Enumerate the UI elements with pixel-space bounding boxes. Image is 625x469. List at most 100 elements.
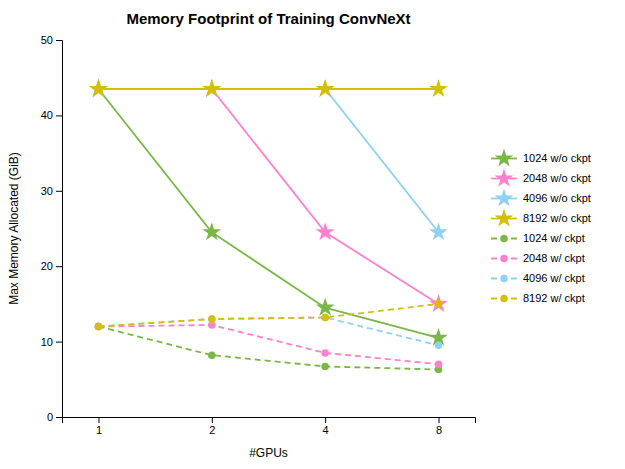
series-line [98,304,438,327]
legend-marker [500,295,508,303]
point [95,323,103,331]
axis-line [56,41,63,418]
legend-label: 1024 w/ ckpt [523,232,585,244]
point [202,79,221,97]
tick-mark [56,266,62,267]
tick: 50 [41,34,62,46]
tick: 40 [41,109,62,121]
tick-mark [212,417,213,423]
point [435,300,443,308]
axis-line [63,418,476,424]
point [89,79,108,97]
tick-label: 1 [96,424,102,436]
series-line [98,89,438,232]
tick-mark [325,417,326,423]
tick-mark [439,417,440,423]
tick-mark [56,417,62,418]
tick: 20 [41,260,62,272]
point [316,79,335,97]
tick-mark [56,40,62,41]
point [208,315,216,323]
legend-label: 2048 w/ ckpt [523,252,585,264]
legend-item: 1024 w/o ckpt [491,149,591,167]
legend-marker [495,209,514,227]
legend-marker [500,255,508,263]
series-line [98,88,438,90]
tick-label: 10 [41,336,53,348]
tick-label: 20 [41,260,53,272]
point [316,79,335,97]
point [89,79,108,97]
series-line [98,89,438,304]
legend-item: 8192 w/o ckpt [491,209,591,227]
point [316,222,335,240]
series-group [89,79,448,373]
legend-marker [495,169,514,187]
point [95,323,103,331]
point [208,315,216,323]
x-axis-title: #GPUs [249,446,288,460]
chart: 1 2 4 8 0 10 20 30 40 50 Memory Footprint of Train… [0,0,625,469]
point [435,342,443,350]
legend-item: 8192 w/ ckpt [491,292,585,304]
tick-label: 0 [47,411,53,423]
point [95,323,103,331]
point [429,79,448,97]
legend-item: 1024 w/ ckpt [491,232,585,244]
legend-marker [495,189,514,207]
point [429,222,448,240]
tick-label: 2 [209,424,215,436]
series-line [98,317,438,345]
series-line [98,325,438,364]
legend-item: 4096 w/o ckpt [491,189,591,207]
point [429,294,448,312]
legend-marker [500,275,508,283]
legend-item: 2048 w/ ckpt [491,252,585,264]
tick-label: 30 [41,185,53,197]
point [435,360,443,368]
tick: 30 [41,185,62,197]
x-axis: 1 2 4 8 [63,417,476,436]
legend-item: 2048 w/o ckpt [491,169,591,187]
tick: 8 [436,417,442,436]
legend-marker [500,235,508,243]
legend-label: 8192 w/o ckpt [523,212,591,224]
legend-marker [495,149,514,167]
legend-label: 4096 w/o ckpt [523,192,591,204]
point [321,363,329,371]
point [89,79,108,97]
tick: 1 [96,417,102,436]
point [321,314,329,322]
legend-item: 4096 w/ ckpt [491,272,585,284]
point [321,314,329,322]
tick-label: 40 [41,109,53,121]
tick-mark [56,342,62,343]
series-line [98,89,438,338]
point [321,349,329,357]
legend-label: 8192 w/ ckpt [523,292,585,304]
tick-mark [56,191,62,192]
legend: 1024 w/o ckpt 2048 w/o ckpt 4096 w/o ckpt 8… [491,149,591,305]
tick: 4 [323,417,329,436]
point [316,298,335,316]
point [208,351,216,359]
tick-label: 4 [323,424,329,436]
tick-label: 8 [436,424,442,436]
y-axis-title: Max Memory Allocated (GiB) [7,152,21,305]
tick: 0 [47,411,62,423]
plot-area: 1 2 4 8 0 10 20 30 40 50 [41,34,476,436]
tick: 10 [41,336,62,348]
tick-mark [98,417,99,423]
point [202,79,221,97]
point [202,79,221,97]
point [202,222,221,240]
point [95,323,103,331]
tick-label: 50 [41,34,53,46]
y-axis: 0 10 20 30 40 50 [41,34,63,423]
title: Memory Footprint of Training ConvNeXt [126,10,410,27]
tick: 2 [209,417,215,436]
legend-label: 4096 w/ ckpt [523,272,585,284]
point [89,79,108,97]
legend-label: 1024 w/o ckpt [523,152,591,164]
legend-label: 2048 w/o ckpt [523,172,591,184]
